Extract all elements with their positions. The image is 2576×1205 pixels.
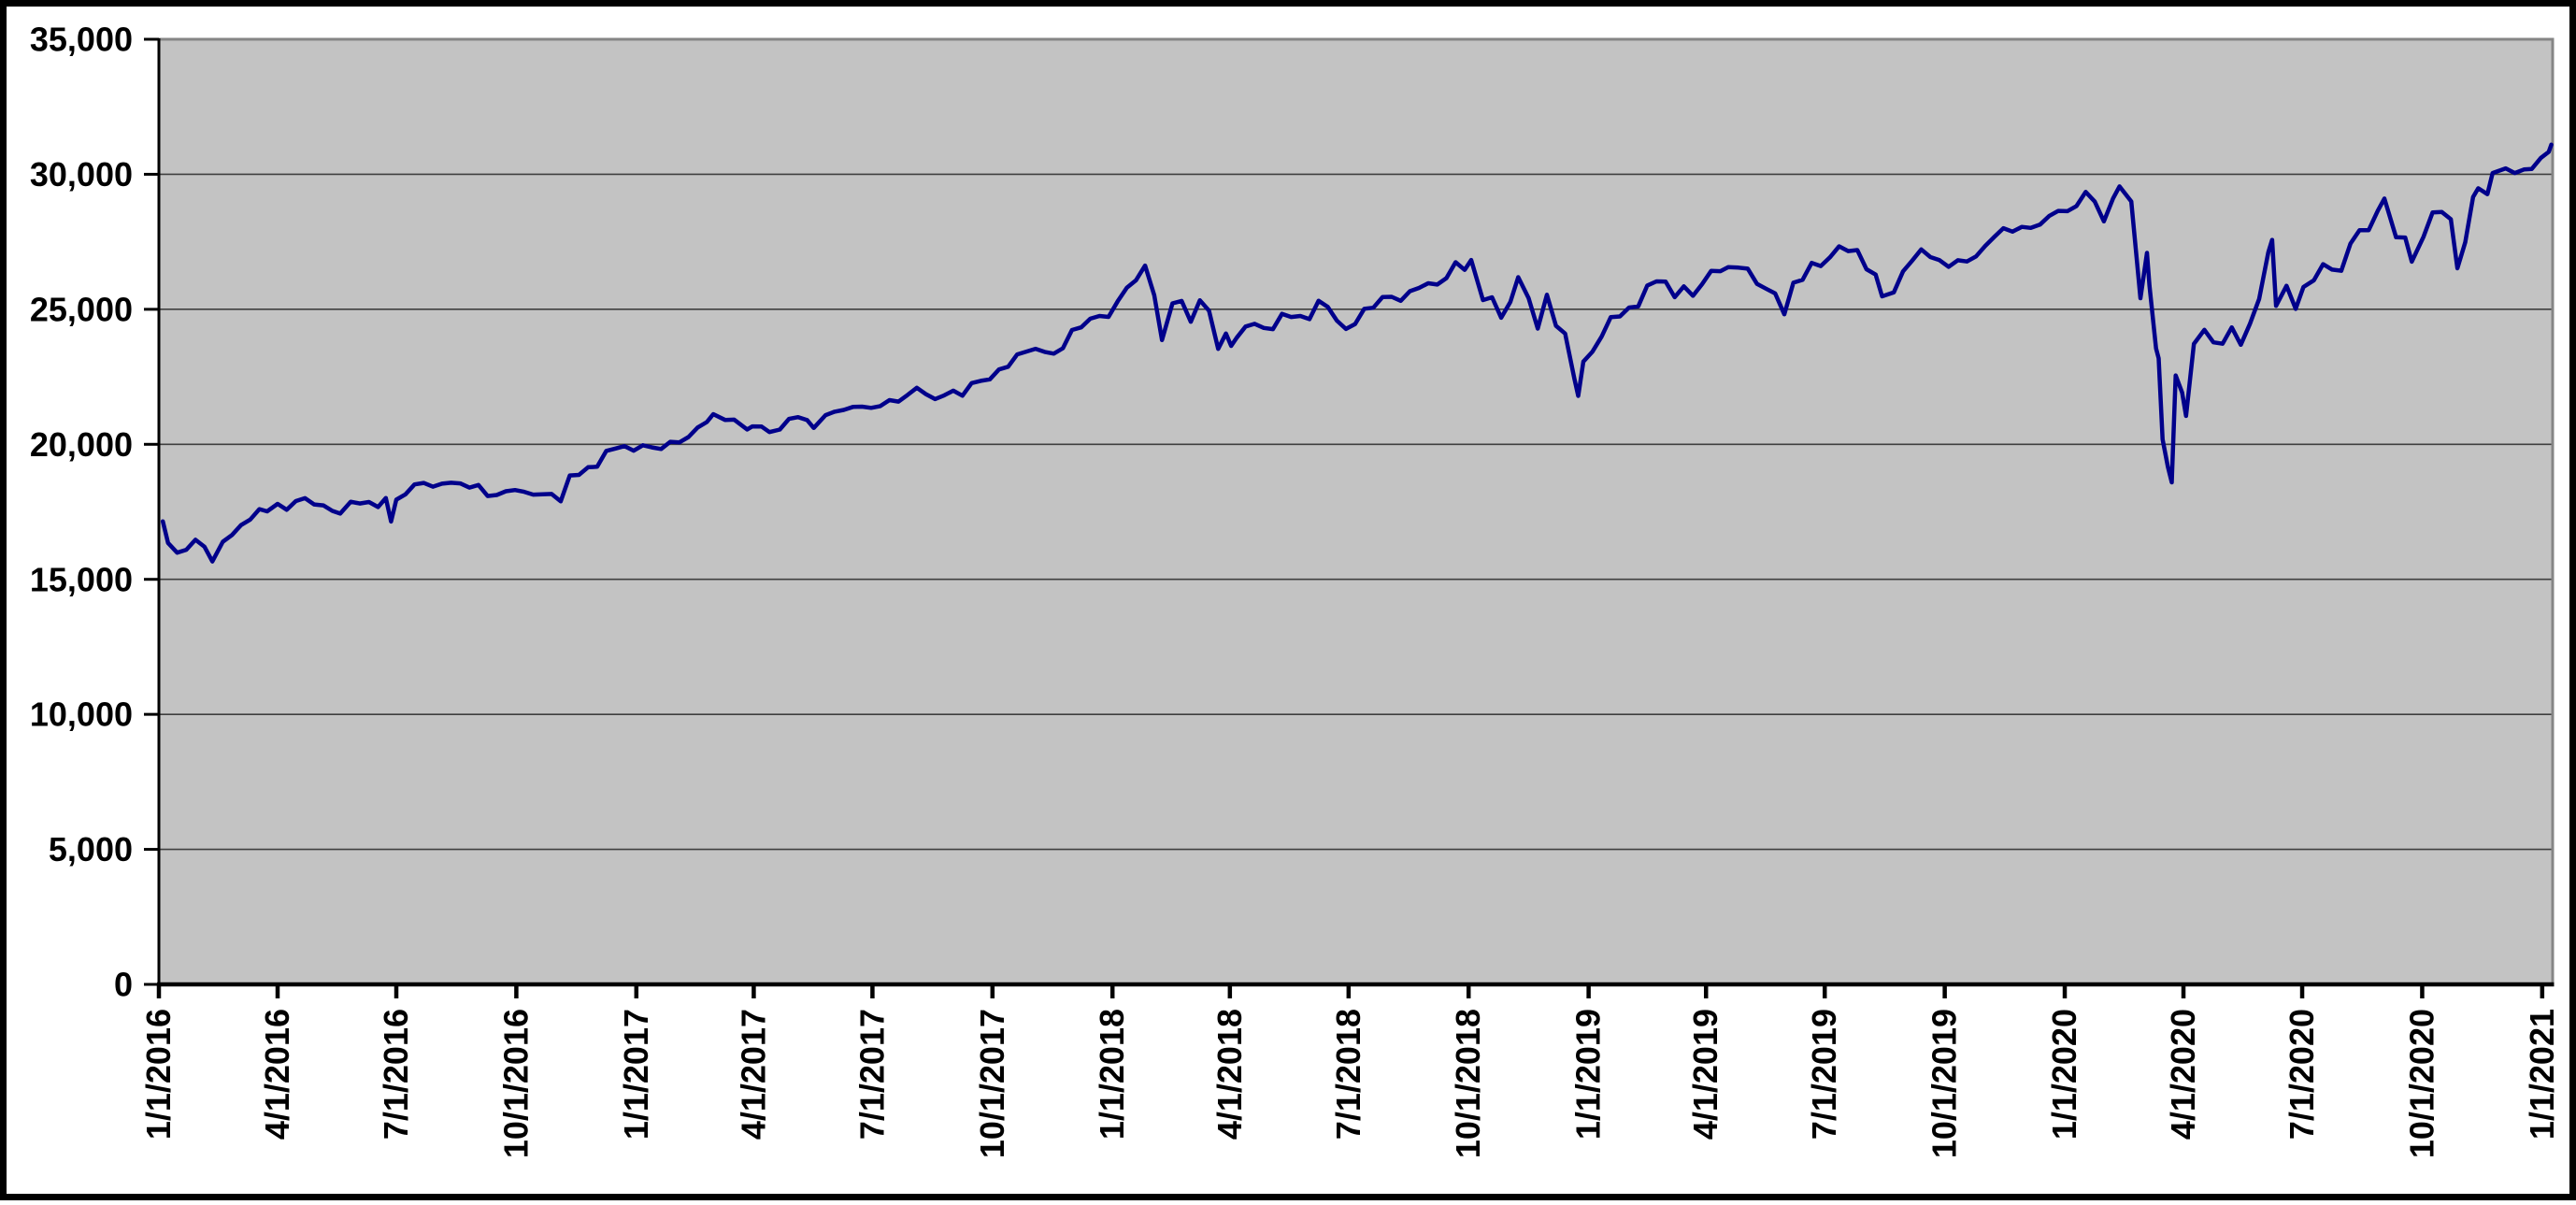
x-axis-label: 1/1/2016 xyxy=(139,1009,178,1140)
x-axis-label: 4/1/2019 xyxy=(1686,1009,1724,1140)
x-axis-label: 4/1/2016 xyxy=(258,1009,296,1140)
x-axis-label: 1/1/2019 xyxy=(1569,1009,1608,1140)
x-axis-label: 1/1/2018 xyxy=(1093,1009,1131,1140)
x-axis-label: 7/1/2017 xyxy=(852,1009,891,1140)
y-axis-label: 35,000 xyxy=(30,21,133,59)
x-axis-label: 7/1/2019 xyxy=(1805,1009,1843,1140)
series-line xyxy=(160,142,2554,564)
x-axis-label: 7/1/2016 xyxy=(377,1009,415,1140)
x-axis-label: 4/1/2018 xyxy=(1210,1009,1249,1140)
x-axis-label: 10/1/2018 xyxy=(1449,1009,1487,1158)
x-axis-label: 4/1/2017 xyxy=(734,1009,772,1140)
x-axis-label: 4/1/2020 xyxy=(2164,1009,2202,1140)
x-axis-label: 1/1/2021 xyxy=(2523,1009,2561,1140)
y-axis-label: 0 xyxy=(114,966,133,1004)
y-axis-label: 10,000 xyxy=(30,696,133,734)
x-axis-label: 10/1/2019 xyxy=(1925,1009,1964,1158)
x-axis-label: 7/1/2020 xyxy=(2283,1009,2321,1140)
x-axis-label: 10/1/2017 xyxy=(973,1009,1011,1158)
x-axis-label: 10/1/2020 xyxy=(2402,1009,2440,1158)
x-axis-label: 1/1/2020 xyxy=(2045,1009,2083,1140)
y-axis-label: 30,000 xyxy=(30,155,133,194)
x-axis-label: 7/1/2018 xyxy=(1329,1009,1367,1140)
y-axis-label: 15,000 xyxy=(30,560,133,598)
y-axis-label: 5,000 xyxy=(49,830,133,868)
plot-area xyxy=(159,39,2553,984)
x-axis-label: 1/1/2017 xyxy=(617,1009,655,1140)
y-axis-label: 20,000 xyxy=(30,425,133,464)
x-axis-label: 10/1/2016 xyxy=(496,1009,535,1158)
y-axis-label: 25,000 xyxy=(30,290,133,328)
